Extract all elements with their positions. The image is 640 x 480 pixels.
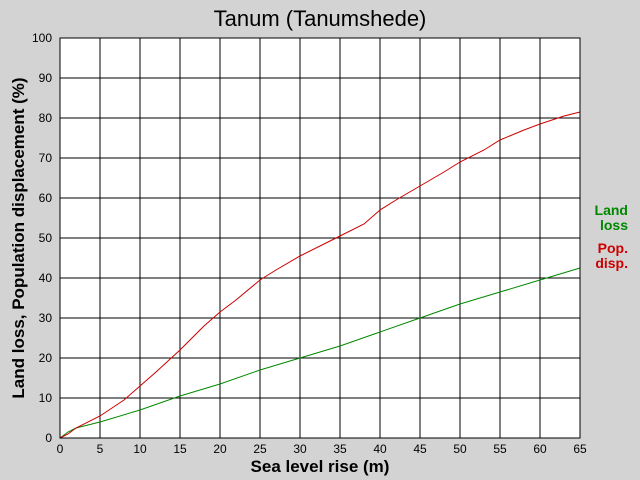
legend-entry-2: disp. xyxy=(595,255,628,271)
series-line-2 xyxy=(59,111,581,439)
x-tick-label: 20 xyxy=(213,442,227,456)
x-tick-label: 40 xyxy=(373,442,387,456)
chart-title: Tanum (Tanumshede) xyxy=(214,6,427,31)
y-tick-label: 30 xyxy=(39,311,53,325)
y-tick-label: 80 xyxy=(39,111,53,125)
y-tick-label: 20 xyxy=(39,351,53,365)
y-tick-label: 10 xyxy=(39,391,53,405)
x-tick-label: 15 xyxy=(173,442,187,456)
x-tick-label: 10 xyxy=(133,442,147,456)
y-tick-label: 70 xyxy=(39,151,53,165)
x-tick-label: 55 xyxy=(493,442,507,456)
legend-entry-1: Land xyxy=(595,202,628,218)
series-line-1 xyxy=(59,267,581,439)
legend-entry-2: Pop. xyxy=(598,240,628,256)
x-tick-label: 25 xyxy=(253,442,267,456)
y-tick-label: 90 xyxy=(39,71,53,85)
y-axis-label: Land loss, Population displacement (%) xyxy=(9,77,28,398)
x-tick-label: 65 xyxy=(573,442,587,456)
x-axis-label: Sea level rise (m) xyxy=(251,457,390,476)
x-tick-label: 5 xyxy=(97,442,104,456)
y-tick-label: 50 xyxy=(39,231,53,245)
series-lines xyxy=(59,111,581,439)
plot-border xyxy=(59,37,581,439)
tick-labels: 0 5 10 15 20 25 30 35 40 45 50 55 60 65 0 10 20 30 40 50 60 7… xyxy=(32,31,587,456)
x-tick-label: 30 xyxy=(293,442,307,456)
x-tick-label: 0 xyxy=(57,442,64,456)
legend-entry-1: loss xyxy=(600,217,628,233)
x-tick-label: 60 xyxy=(533,442,547,456)
y-tick-label: 60 xyxy=(39,191,53,205)
y-tick-label: 40 xyxy=(39,271,53,285)
y-tick-label: 100 xyxy=(32,31,52,45)
x-tick-label: 50 xyxy=(453,442,467,456)
y-tick-label: 0 xyxy=(45,431,52,445)
x-tick-label: 35 xyxy=(333,442,347,456)
x-tick-label: 45 xyxy=(413,442,427,456)
